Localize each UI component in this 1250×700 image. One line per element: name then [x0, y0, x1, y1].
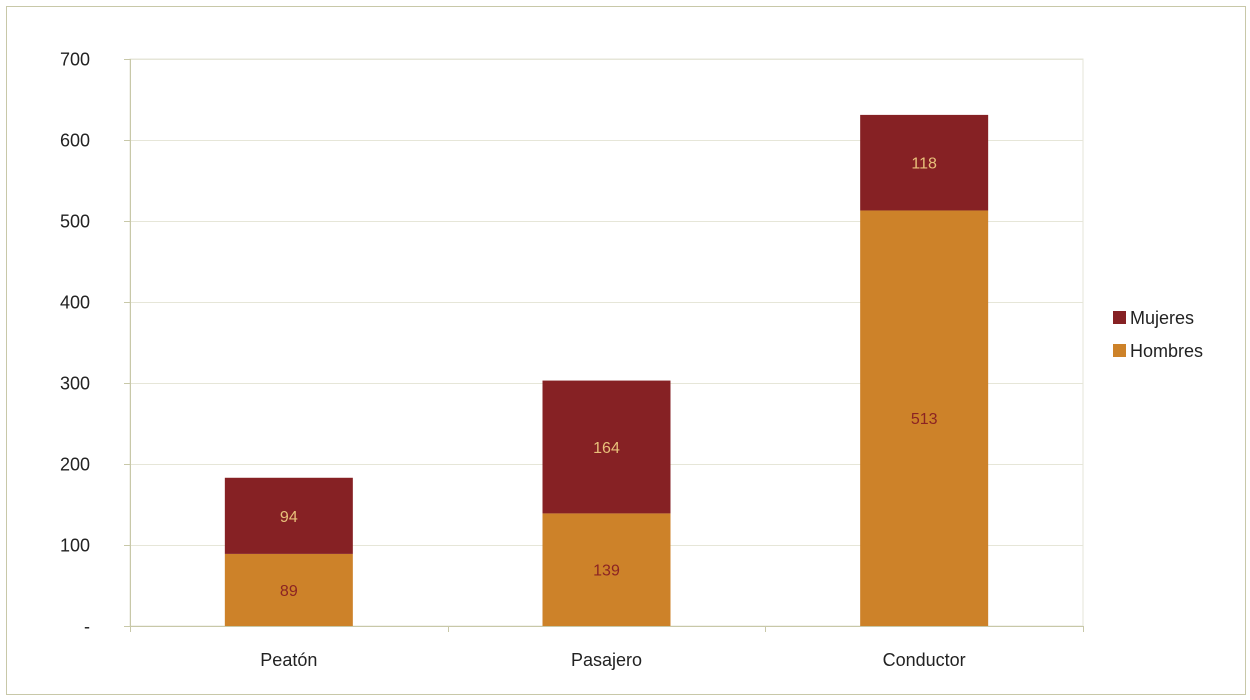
y-tick-label: 500 — [60, 212, 90, 232]
legend-label-mujeres: Mujeres — [1130, 308, 1194, 328]
bar-mujeres-0 — [224, 477, 353, 554]
x-category-label: Pasajero — [571, 650, 642, 670]
y-tick-label: 200 — [60, 455, 90, 475]
legend-swatch-hombres — [1113, 344, 1126, 357]
x-category-label: Peatón — [260, 650, 317, 670]
data-label: 89 — [280, 583, 298, 600]
data-label: 139 — [593, 563, 620, 580]
bar-hombres-0 — [224, 553, 353, 626]
bar-mujeres-1 — [542, 380, 671, 514]
legend-swatch-mujeres — [1113, 311, 1126, 324]
data-label: 94 — [280, 509, 298, 526]
bars — [224, 114, 989, 626]
data-label: 513 — [911, 411, 938, 428]
y-tick-label: 600 — [60, 131, 90, 151]
y-tick-label: 400 — [60, 293, 90, 313]
y-tick-label: 300 — [60, 374, 90, 394]
y-tick-label: - — [84, 617, 90, 637]
legend-label-hombres: Hombres — [1130, 341, 1203, 361]
bar-hombres-2 — [860, 210, 989, 626]
legend: Mujeres Hombres — [1113, 308, 1203, 361]
data-labels: 89 94 139 164 513 118 — [280, 156, 938, 600]
bar-hombres-1 — [542, 513, 671, 626]
x-category-label: Conductor — [883, 650, 966, 670]
y-tick-label: 100 — [60, 536, 90, 556]
bar-mujeres-2 — [860, 114, 989, 211]
axes: - 100 200 300 400 500 600 700 Peatón Pasajero Cond… — [60, 50, 1084, 670]
data-label: 164 — [593, 440, 620, 457]
data-label: 118 — [911, 156, 937, 173]
y-tick-label: 700 — [60, 50, 90, 70]
